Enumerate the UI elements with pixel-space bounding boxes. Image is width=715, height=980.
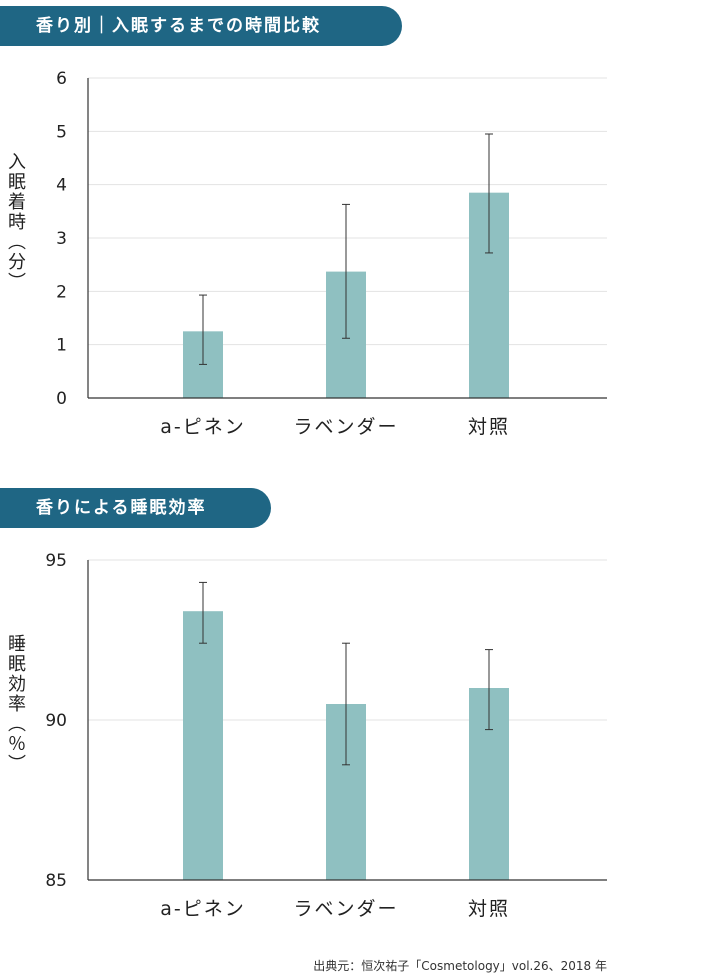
x-category-label: 対照 — [468, 898, 510, 920]
x-category-label: a-ピネン — [160, 898, 246, 920]
y-tick-label: 90 — [45, 711, 67, 731]
chart-2-sleep-efficiency: 85 90 95 a-ピネン ラベンダー 対照 — [45, 551, 607, 920]
x-category-label: ラベンダー — [293, 898, 398, 920]
x-category-label: ラベンダー — [293, 416, 398, 438]
source-citation: 出典元：恒次祐子「Cosmetology」vol.26、2018 年 — [313, 959, 607, 973]
y-tick-label: 6 — [56, 69, 67, 89]
y-tick-label: 5 — [56, 122, 67, 142]
x-category-label: 対照 — [468, 416, 510, 438]
y-tick-label: 0 — [56, 389, 67, 409]
chart-1-y-axis-label: 入眠着時（分） — [5, 152, 26, 292]
y-tick-label: 85 — [45, 871, 67, 891]
y-tick-label: 3 — [56, 229, 67, 249]
y-tick-label: 4 — [56, 176, 67, 196]
chart-2-y-axis-label: 睡眠効率（％） — [5, 634, 26, 774]
bar-1 — [183, 611, 223, 880]
chart-2-title: 香りによる睡眠効率 — [0, 488, 271, 528]
y-tick-label: 95 — [45, 551, 67, 571]
y-tick-label: 1 — [56, 336, 67, 356]
chart-1-title: 香り別｜入眠するまでの時間比較 — [0, 6, 402, 46]
y-tick-label: 2 — [56, 282, 67, 302]
chart-1-sleep-onset-time: 0 1 2 3 4 5 6 a-ピネン ラベンダー 対照 — [56, 69, 607, 438]
x-category-label: a-ピネン — [160, 416, 246, 438]
